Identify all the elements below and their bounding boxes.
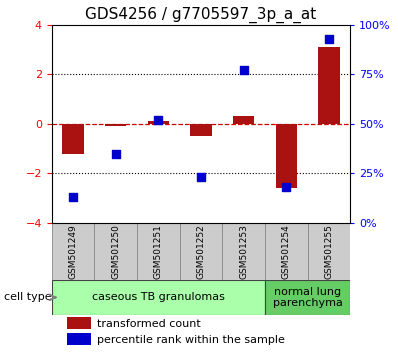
- Text: normal lung
parenchyma: normal lung parenchyma: [273, 286, 343, 308]
- Text: caseous TB granulomas: caseous TB granulomas: [92, 292, 225, 302]
- Text: GSM501253: GSM501253: [239, 224, 248, 279]
- Text: GSM501255: GSM501255: [324, 224, 334, 279]
- Bar: [52, 280, 265, 315]
- Text: transformed count: transformed count: [96, 319, 200, 329]
- Bar: [94, 223, 137, 280]
- Text: GSM501251: GSM501251: [154, 224, 163, 279]
- Point: [240, 68, 247, 73]
- Text: GSM501252: GSM501252: [197, 224, 205, 279]
- Text: GSM501249: GSM501249: [68, 224, 78, 279]
- Point: [70, 194, 76, 200]
- Bar: [105, 124, 127, 126]
- Point: [326, 36, 332, 41]
- Bar: [233, 116, 254, 124]
- Bar: [222, 223, 265, 280]
- Bar: [308, 223, 350, 280]
- Bar: [190, 124, 212, 136]
- Title: GDS4256 / g7705597_3p_a_at: GDS4256 / g7705597_3p_a_at: [85, 7, 317, 23]
- Bar: [67, 317, 91, 329]
- Bar: [137, 223, 179, 280]
- Text: cell type: cell type: [4, 292, 52, 302]
- Point: [198, 175, 204, 180]
- Bar: [318, 47, 339, 124]
- Bar: [179, 223, 222, 280]
- Bar: [148, 121, 169, 124]
- Bar: [275, 124, 297, 188]
- Text: GSM501254: GSM501254: [282, 224, 291, 279]
- Point: [113, 151, 119, 156]
- Bar: [62, 124, 84, 154]
- Bar: [52, 223, 94, 280]
- Point: [283, 184, 289, 190]
- Bar: [265, 280, 350, 315]
- Bar: [67, 333, 91, 345]
- Text: GSM501250: GSM501250: [111, 224, 120, 279]
- Text: percentile rank within the sample: percentile rank within the sample: [96, 335, 285, 345]
- Bar: [265, 223, 308, 280]
- Point: [155, 117, 162, 123]
